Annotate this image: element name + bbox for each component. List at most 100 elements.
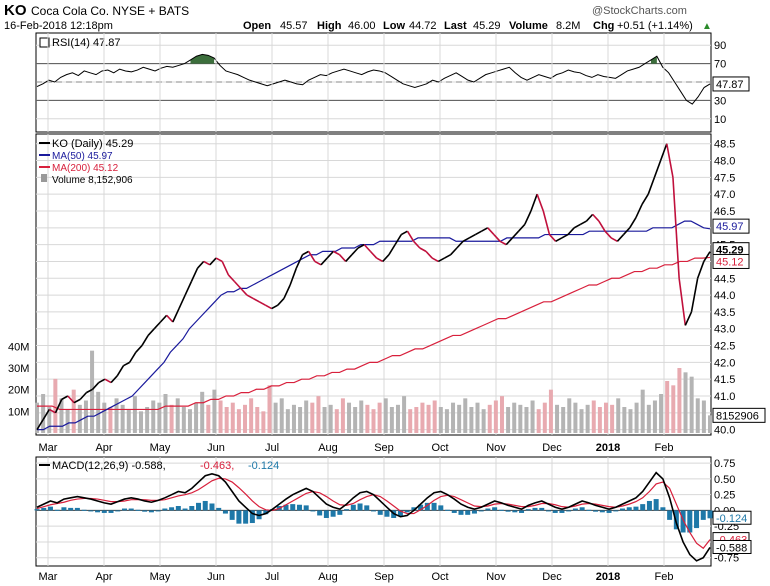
price-segment: [258, 301, 266, 306]
volume-bar: [365, 404, 370, 433]
macd-histogram-bar: [202, 500, 208, 511]
volume-bar: [359, 400, 364, 433]
macd-value-badge-value: -0.588: [716, 542, 747, 554]
volume-bar: [555, 404, 560, 433]
macd-histogram-bar: [532, 507, 538, 511]
volume-bar: [230, 402, 235, 433]
price-segment: [277, 297, 285, 306]
price-segment: [54, 399, 63, 414]
macd-histogram-bar: [68, 507, 74, 511]
volume-bar: [536, 409, 541, 433]
price-segment: [413, 240, 421, 249]
volume-bar: [475, 402, 480, 433]
macd-signal-legend: -0.463,: [200, 460, 234, 472]
price-segment: [338, 254, 347, 262]
price-segment: [505, 237, 514, 246]
macd-histogram-bar: [236, 510, 242, 524]
macd-histogram-bar: [673, 510, 679, 530]
volume-axis-label: 30M: [8, 363, 29, 375]
volume-bar: [236, 409, 241, 433]
price-segment: [221, 261, 230, 276]
macd-histogram-bar: [337, 510, 343, 515]
price-segment: [672, 177, 680, 279]
price-segment: [42, 409, 51, 420]
price-tick-label: 41.0: [714, 391, 735, 403]
price-segment: [91, 382, 100, 390]
volume-bar: [457, 404, 462, 433]
volume-bar: [597, 407, 602, 433]
price-tick-label: 44.0: [714, 290, 735, 302]
price-segment: [456, 240, 464, 249]
macd-tick-label: -0.75: [714, 553, 739, 565]
volume-bar: [41, 394, 46, 433]
price-tick-label: 46.5: [714, 206, 735, 218]
price-segment: [369, 250, 378, 259]
price-segment: [555, 237, 563, 242]
price-tick-label: 40.0: [714, 425, 735, 437]
volume-axis-label: 40M: [8, 341, 29, 353]
volume-bar: [206, 404, 211, 433]
price-segment: [332, 250, 340, 256]
macd-hist-badge-value: -0.124: [716, 513, 747, 525]
macd-histogram-bar: [216, 507, 222, 511]
price-segment: [653, 160, 662, 178]
macd-x-tick-label: Jun: [207, 571, 225, 583]
price-segment: [351, 247, 359, 256]
macd-histogram-bar: [404, 510, 410, 513]
price-segment: [616, 234, 625, 242]
ma200-legend-text: MA(200) 45.12: [52, 163, 119, 174]
volume-bar: [432, 400, 437, 433]
macd-tick-label: 0.50: [714, 474, 735, 486]
price-x-tick-label: Aug: [318, 442, 338, 454]
macd-line: [36, 471, 711, 562]
macd-histogram-bar: [424, 502, 430, 511]
rsi-tick-label: 10: [714, 114, 726, 126]
volume-bar: [542, 402, 547, 433]
rsi-tick-label: 70: [714, 59, 726, 71]
volume-bar: [169, 404, 174, 433]
price-segment: [425, 250, 433, 259]
volume-bar: [224, 407, 229, 433]
volume-bar: [561, 407, 566, 433]
macd-histogram-bar: [88, 510, 94, 512]
macd-x-tick-label: Sep: [374, 571, 394, 583]
macd-histogram-bar: [458, 510, 464, 515]
price-segment: [215, 257, 223, 263]
ma200-badge-value: 45.12: [716, 256, 744, 268]
price-panel: 48.548.047.547.046.546.045.545.044.544.0…: [8, 33, 766, 566]
price-segment: [388, 244, 396, 256]
macd-histogram-bar: [586, 509, 592, 511]
price-segment: [283, 284, 291, 299]
price-segment: [326, 250, 334, 259]
macd-histogram-bar: [599, 510, 605, 513]
price-segment: [542, 210, 551, 235]
volume-bar: [408, 409, 413, 433]
volume-bar: [114, 398, 119, 433]
macd-histogram-bar: [101, 510, 107, 513]
macd-histogram-bar: [397, 510, 403, 517]
price-segment: [406, 230, 415, 242]
volume-badge-value: 8152906: [716, 410, 759, 422]
macd-histogram-bar: [182, 508, 188, 511]
volume-bar: [487, 404, 492, 433]
volume-bar: [157, 402, 162, 433]
volume-bar: [267, 385, 272, 433]
macd-histogram-bar: [155, 510, 161, 512]
high-label: High: [317, 20, 342, 32]
volume-axis-label: 20M: [8, 385, 29, 397]
volume-bar: [353, 407, 358, 433]
rsi-overbought-fill: [650, 56, 657, 64]
price-segment: [363, 244, 372, 252]
macd-histogram-bar: [243, 510, 249, 524]
price-x-tick-label: Dec: [542, 442, 562, 454]
price-tick-label: 47.5: [714, 172, 735, 184]
price-segment: [295, 254, 304, 269]
price-segment: [567, 227, 575, 236]
macd-histogram-bar: [148, 510, 154, 513]
macd-histogram-bar: [566, 510, 572, 512]
volume-badge: [712, 407, 766, 423]
macd-x-tick-label: Nov: [486, 571, 506, 583]
volume-bar: [469, 407, 474, 433]
macd-histogram-bar: [74, 507, 80, 511]
macd-histogram-bar: [142, 510, 148, 512]
